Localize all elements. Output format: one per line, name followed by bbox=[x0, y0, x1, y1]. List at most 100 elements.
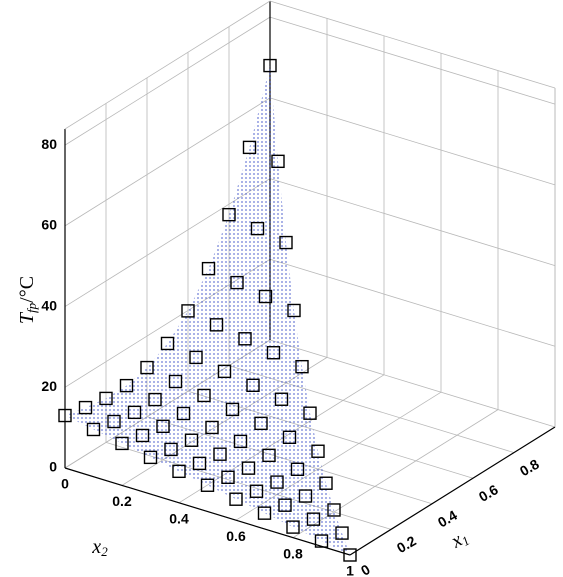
z-tick-label: 0 bbox=[49, 459, 57, 475]
surface bbox=[204, 371, 233, 410]
data-point bbox=[263, 58, 277, 73]
data-point bbox=[213, 447, 227, 461]
data-point bbox=[135, 428, 150, 443]
data-point bbox=[287, 303, 301, 318]
y-tick-label: 0 bbox=[358, 561, 373, 577]
grid-line bbox=[269, 258, 556, 347]
data-point bbox=[319, 476, 333, 490]
data-point bbox=[246, 378, 260, 393]
data-point bbox=[209, 318, 224, 332]
surface bbox=[257, 161, 286, 243]
surface bbox=[237, 282, 266, 339]
surface bbox=[240, 423, 269, 456]
x-axis-title-main: x bbox=[91, 536, 101, 558]
surface bbox=[188, 268, 217, 325]
grid-line bbox=[269, 178, 556, 266]
z-axis-title-rest: /°C bbox=[16, 276, 38, 303]
surface bbox=[289, 437, 318, 470]
z-axis-title: Tfp/°C bbox=[16, 276, 39, 324]
surface bbox=[253, 352, 282, 400]
z-axis-title-main: T bbox=[16, 311, 38, 324]
grid-line bbox=[269, 16, 556, 105]
surface bbox=[229, 214, 258, 283]
surface bbox=[208, 214, 237, 283]
surface bbox=[289, 413, 318, 452]
surface bbox=[249, 147, 278, 229]
data-point bbox=[249, 484, 264, 498]
data-point bbox=[221, 470, 235, 485]
data-point bbox=[217, 364, 232, 379]
data-point bbox=[290, 462, 305, 476]
data-point bbox=[197, 388, 211, 403]
data-point bbox=[86, 422, 101, 437]
surface bbox=[147, 343, 176, 382]
surface bbox=[237, 228, 266, 297]
data-point bbox=[311, 444, 325, 458]
y-axis-title: x1 bbox=[446, 525, 472, 553]
data-point bbox=[127, 405, 142, 420]
surface bbox=[216, 282, 245, 339]
surface bbox=[224, 371, 253, 410]
surface bbox=[261, 399, 290, 438]
y-axis bbox=[349, 426, 556, 556]
data-point bbox=[314, 534, 329, 548]
surface bbox=[269, 437, 298, 470]
data-point bbox=[189, 350, 203, 365]
data-point bbox=[225, 402, 240, 417]
data-point bbox=[222, 207, 236, 222]
data-point bbox=[107, 414, 121, 429]
surface bbox=[167, 310, 196, 358]
data-point bbox=[58, 408, 72, 423]
data-point bbox=[160, 336, 175, 351]
data-point bbox=[343, 548, 357, 562]
data-point bbox=[192, 456, 207, 471]
data-point bbox=[242, 140, 257, 155]
data-point bbox=[266, 346, 281, 360]
data-point bbox=[238, 332, 252, 346]
data-point bbox=[303, 406, 317, 420]
surface bbox=[196, 357, 225, 396]
surface bbox=[147, 367, 176, 400]
data-point bbox=[119, 378, 134, 393]
data-point bbox=[254, 416, 268, 431]
surface bbox=[224, 338, 253, 386]
surface bbox=[212, 409, 241, 442]
grid-line bbox=[269, 339, 556, 428]
grid-line bbox=[269, 97, 556, 186]
data-point bbox=[274, 392, 289, 406]
surface bbox=[265, 296, 294, 353]
surface bbox=[273, 310, 302, 367]
data-point bbox=[335, 526, 349, 540]
data-point bbox=[184, 433, 199, 447]
grid-line bbox=[64, 97, 271, 227]
surface bbox=[208, 268, 237, 325]
data-point bbox=[140, 360, 154, 375]
data-point bbox=[164, 442, 178, 457]
data-point bbox=[257, 506, 272, 520]
surface bbox=[249, 65, 278, 162]
surface bbox=[245, 338, 274, 386]
data-point bbox=[258, 289, 273, 304]
data-point bbox=[176, 406, 191, 421]
surface bbox=[245, 296, 274, 353]
x-tick-label: 0 bbox=[61, 476, 69, 492]
z-axis-title-sub: fp bbox=[24, 302, 39, 313]
x-axis-title-sub: 2 bbox=[101, 544, 108, 559]
x-axis-title: x2 bbox=[91, 536, 108, 559]
box-edge bbox=[64, 0, 271, 130]
z-tick-label: 80 bbox=[41, 136, 57, 152]
data-point bbox=[298, 489, 313, 503]
data-point bbox=[286, 520, 300, 534]
z-tick-label: 20 bbox=[41, 378, 57, 394]
surface bbox=[232, 409, 261, 442]
surface bbox=[196, 324, 225, 372]
grid-line bbox=[64, 16, 271, 146]
data-point bbox=[250, 221, 265, 236]
surface bbox=[265, 242, 294, 311]
data-point bbox=[262, 448, 276, 463]
surface bbox=[261, 423, 290, 456]
data-point bbox=[306, 512, 321, 526]
data-point bbox=[271, 154, 285, 169]
data-point bbox=[168, 374, 183, 389]
